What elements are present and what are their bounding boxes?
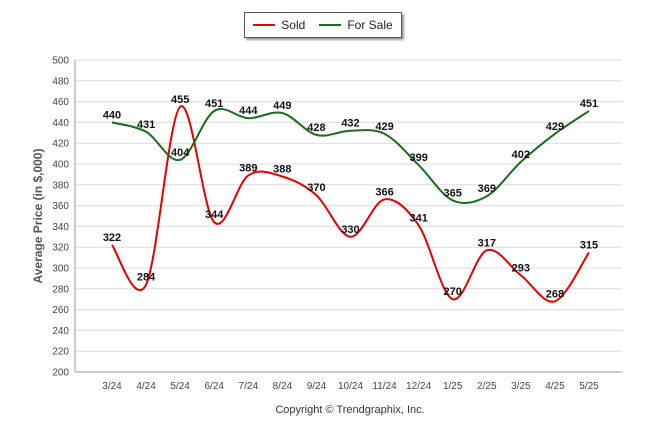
y-axis: 200 220 240 260 280 300 320 340 360 380 400 420 440 4… <box>52 56 76 379</box>
x-tick-label: 12/24 <box>406 381 431 392</box>
data-label-sold: 284 <box>137 272 156 284</box>
data-label-sold: 388 <box>273 163 291 175</box>
x-tick-label: 9/24 <box>307 381 327 392</box>
y-tick-label: 300 <box>52 264 69 275</box>
copyright-text: Copyright © Trendgraphix, Inc. <box>275 404 424 416</box>
series-line-sold <box>111 105 590 303</box>
data-label-for-sale: 429 <box>546 121 564 133</box>
data-label-for-sale: 399 <box>409 152 427 164</box>
y-tick-label: 240 <box>52 326 69 337</box>
x-tick-label: 10/24 <box>338 381 363 392</box>
series-lines <box>111 105 590 303</box>
x-tick-label: 3/25 <box>511 381 531 392</box>
y-tick-label: 460 <box>52 97 69 108</box>
data-label-sold: 317 <box>478 237 496 249</box>
legend-label-sold: Sold <box>281 18 306 32</box>
x-tick-label: 4/25 <box>545 381 565 392</box>
legend-item-for-sale[interactable]: For Sale <box>319 18 393 32</box>
data-label-sold: 268 <box>546 288 564 300</box>
data-label-sold: 315 <box>580 239 598 251</box>
series-line-for-sale <box>111 108 590 205</box>
data-label-for-sale: 429 <box>375 121 393 133</box>
x-axis: 3/24 4/24 5/24 6/24 7/24 8/24 9/24 10/24 11/24 12… <box>75 371 622 392</box>
legend-item-sold[interactable]: Sold <box>253 18 305 32</box>
x-tick-label: 5/25 <box>579 381 599 392</box>
x-tick-label: 5/24 <box>170 381 190 392</box>
data-label-sold: 341 <box>409 212 427 224</box>
data-label-sold: 322 <box>103 232 121 244</box>
data-label-sold: 370 <box>307 182 325 194</box>
data-label-for-sale: 451 <box>205 98 223 110</box>
y-axis-label: Average Price (in $,000) <box>31 149 45 284</box>
data-label-for-sale: 449 <box>273 100 291 112</box>
x-tick-label: 8/24 <box>273 381 293 392</box>
data-label-for-sale: 402 <box>512 149 530 161</box>
data-label-for-sale: 444 <box>239 105 258 117</box>
data-label-sold: 389 <box>239 162 257 174</box>
y-tick-label: 380 <box>52 180 69 191</box>
y-tick-label: 220 <box>52 347 69 358</box>
legend-swatch-for-sale <box>319 24 342 26</box>
x-tick-label: 11/24 <box>372 381 397 392</box>
y-tick-label: 420 <box>52 139 69 150</box>
y-tick-label: 440 <box>52 118 69 129</box>
x-tick-label: 6/24 <box>204 381 224 392</box>
data-labels: 322 284 455 344 389 388 370 330 366 341 270 317 293 2… <box>103 94 598 300</box>
data-label-sold: 455 <box>171 94 189 106</box>
y-tick-label: 400 <box>52 160 69 171</box>
data-label-sold: 366 <box>375 186 393 198</box>
legend-swatch-sold <box>253 24 276 26</box>
y-tick-label: 480 <box>52 76 69 87</box>
data-label-for-sale: 440 <box>103 109 121 121</box>
data-label-sold: 330 <box>341 224 359 236</box>
legend-label-for-sale: For Sale <box>347 18 393 32</box>
y-tick-label: 500 <box>52 56 69 67</box>
data-label-for-sale: 365 <box>444 187 462 199</box>
chart-legend: Sold For Sale <box>244 12 402 38</box>
x-tick-label: 3/24 <box>102 381 122 392</box>
x-tick-label: 1/25 <box>443 381 463 392</box>
data-label-for-sale: 451 <box>580 98 598 110</box>
data-label-sold: 270 <box>444 286 462 298</box>
y-tick-label: 260 <box>52 305 69 316</box>
data-label-for-sale: 432 <box>341 118 359 130</box>
x-tick-label: 2/25 <box>477 381 497 392</box>
x-tick-label: 4/24 <box>136 381 156 392</box>
data-label-for-sale: 369 <box>478 183 496 195</box>
y-tick-label: 360 <box>52 201 69 212</box>
gridlines <box>75 59 622 373</box>
data-label-sold: 293 <box>512 262 530 274</box>
y-tick-label: 320 <box>52 243 69 254</box>
data-label-for-sale: 428 <box>307 122 325 134</box>
data-label-for-sale: 404 <box>171 147 190 159</box>
y-tick-label: 280 <box>52 284 69 295</box>
y-tick-label: 340 <box>52 222 69 233</box>
x-tick-label: 7/24 <box>239 381 259 392</box>
y-tick-label: 200 <box>52 368 69 379</box>
data-label-sold: 344 <box>205 209 224 221</box>
data-label-for-sale: 431 <box>137 119 155 131</box>
